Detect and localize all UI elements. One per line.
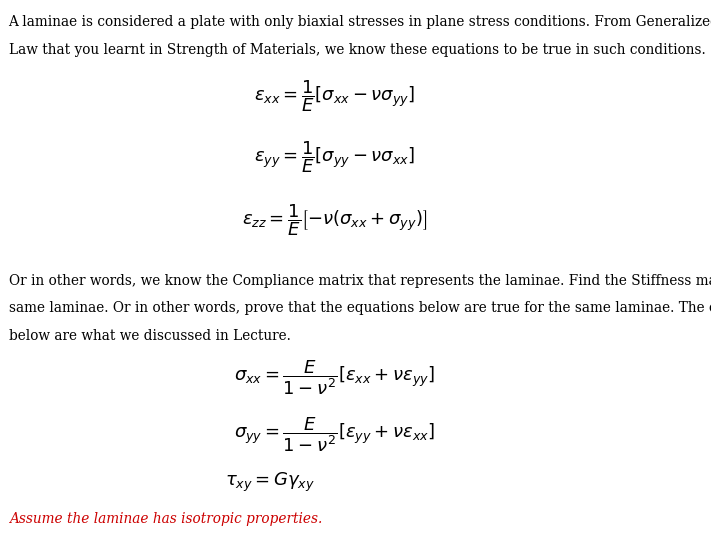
Text: same laminae. Or in other words, prove that the equations below are true for the: same laminae. Or in other words, prove t… xyxy=(9,301,711,316)
Text: A laminae is considered a plate with only biaxial stresses in plane stress condi: A laminae is considered a plate with onl… xyxy=(9,15,711,30)
Text: $\sigma_{yy} = \dfrac{E}{1-\nu^2}\left[\varepsilon_{yy} + \nu\varepsilon_{xx}\ri: $\sigma_{yy} = \dfrac{E}{1-\nu^2}\left[\… xyxy=(234,416,434,454)
Text: below are what we discussed in Lecture.: below are what we discussed in Lecture. xyxy=(9,329,290,344)
Text: Assume the laminae has isotropic properties.: Assume the laminae has isotropic propert… xyxy=(9,512,322,526)
Text: Or in other words, we know the Compliance matrix that represents the laminae. Fi: Or in other words, we know the Complianc… xyxy=(9,274,711,288)
Text: $\tau_{xy} = G\gamma_{xy}$: $\tau_{xy} = G\gamma_{xy}$ xyxy=(225,471,315,494)
Text: Law that you learnt in Strength of Materials, we know these equations to be true: Law that you learnt in Strength of Mater… xyxy=(9,43,705,57)
Text: $\varepsilon_{yy} = \dfrac{1}{E}\left[\sigma_{yy} - \nu\sigma_{xx}\right]$: $\varepsilon_{yy} = \dfrac{1}{E}\left[\s… xyxy=(254,139,415,176)
Text: $\varepsilon_{xx} = \dfrac{1}{E}\left[\sigma_{xx} - \nu\sigma_{yy}\right]$: $\varepsilon_{xx} = \dfrac{1}{E}\left[\s… xyxy=(254,78,415,114)
Text: $\sigma_{xx} = \dfrac{E}{1-\nu^2}\left[\varepsilon_{xx} + \nu\varepsilon_{yy}\ri: $\sigma_{xx} = \dfrac{E}{1-\nu^2}\left[\… xyxy=(234,358,434,397)
Text: $\varepsilon_{zz} = \dfrac{1}{E}\left[-\nu(\sigma_{xx} + \sigma_{yy})\right]$: $\varepsilon_{zz} = \dfrac{1}{E}\left[-\… xyxy=(242,202,427,238)
